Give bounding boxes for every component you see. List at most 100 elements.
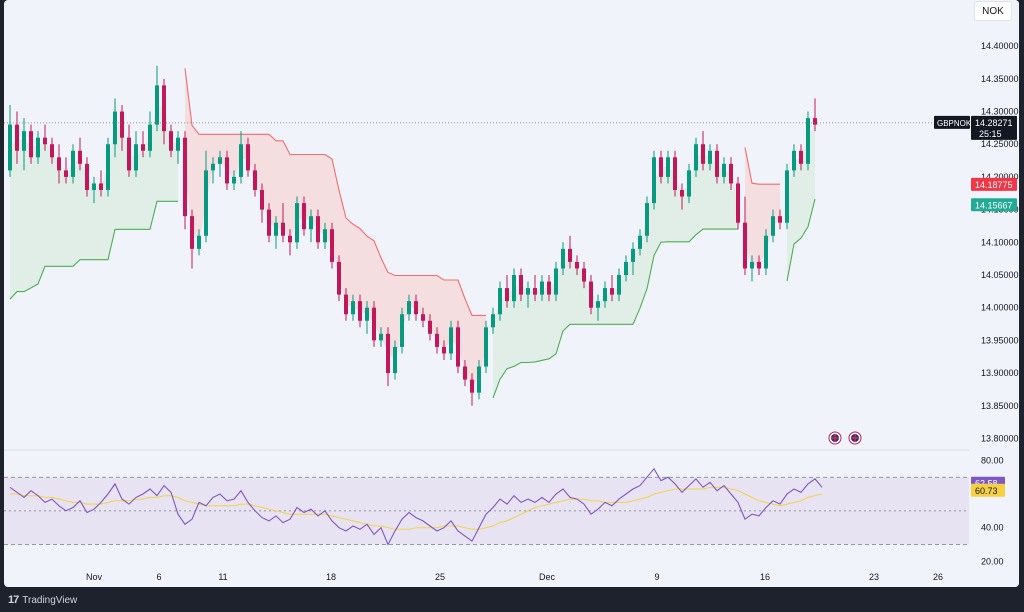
candle[interactable] bbox=[442, 340, 446, 360]
candle[interactable] bbox=[120, 105, 124, 151]
candle[interactable] bbox=[519, 268, 523, 302]
chart-canvas[interactable]: 14.40000 14.35000 14.30000 14.25000 14.20000… bbox=[4, 0, 1019, 587]
candle[interactable] bbox=[155, 65, 159, 132]
candle[interactable] bbox=[197, 229, 201, 256]
candle[interactable] bbox=[554, 261, 558, 302]
candle[interactable] bbox=[351, 294, 355, 321]
candle[interactable] bbox=[624, 255, 628, 282]
candle[interactable] bbox=[407, 294, 411, 321]
candle[interactable] bbox=[617, 268, 621, 302]
candle[interactable] bbox=[435, 327, 439, 354]
candle[interactable] bbox=[449, 320, 453, 360]
candle[interactable] bbox=[806, 111, 810, 171]
candle[interactable] bbox=[141, 131, 145, 158]
candle[interactable] bbox=[127, 124, 131, 177]
candle[interactable] bbox=[36, 131, 40, 164]
candle[interactable] bbox=[792, 144, 796, 177]
candle[interactable] bbox=[414, 294, 418, 321]
candle[interactable] bbox=[106, 137, 110, 197]
candle[interactable] bbox=[498, 281, 502, 321]
candle[interactable] bbox=[603, 281, 607, 308]
candle[interactable] bbox=[477, 360, 481, 400]
candle[interactable] bbox=[540, 275, 544, 302]
candle[interactable] bbox=[568, 235, 572, 269]
candle[interactable] bbox=[652, 150, 656, 210]
candle[interactable] bbox=[813, 98, 817, 132]
candle[interactable] bbox=[232, 170, 236, 190]
candle[interactable] bbox=[631, 242, 635, 275]
candle[interactable] bbox=[785, 163, 789, 230]
candle[interactable] bbox=[561, 242, 565, 275]
candle[interactable] bbox=[85, 157, 89, 197]
candle[interactable] bbox=[22, 118, 26, 171]
candle[interactable] bbox=[673, 150, 677, 197]
candles[interactable] bbox=[8, 65, 817, 406]
rsi-line[interactable] bbox=[9, 467, 823, 546]
candle[interactable] bbox=[701, 131, 705, 171]
candle[interactable] bbox=[253, 163, 257, 197]
candle[interactable] bbox=[309, 209, 313, 243]
candle[interactable] bbox=[582, 261, 586, 289]
candle[interactable] bbox=[50, 137, 54, 164]
candle[interactable] bbox=[505, 275, 509, 308]
candle[interactable] bbox=[666, 150, 670, 184]
tradingview-logo[interactable]: 17 TradingView bbox=[8, 594, 77, 606]
candle[interactable] bbox=[211, 157, 215, 184]
chart-panel[interactable]: 14.40000 14.35000 14.30000 14.25000 14.20000… bbox=[4, 0, 1019, 587]
candle[interactable] bbox=[330, 222, 334, 269]
candle[interactable] bbox=[722, 157, 726, 184]
rsi-ma-line[interactable] bbox=[10, 486, 823, 530]
candle[interactable] bbox=[715, 144, 719, 184]
candle[interactable] bbox=[239, 131, 243, 184]
candle[interactable] bbox=[134, 131, 138, 177]
candle[interactable] bbox=[169, 124, 173, 158]
candle[interactable] bbox=[428, 314, 432, 341]
candle[interactable] bbox=[148, 111, 152, 158]
candle[interactable] bbox=[771, 209, 775, 243]
economic-event-flag-icon[interactable] bbox=[828, 431, 842, 445]
candle[interactable] bbox=[64, 157, 68, 184]
candle[interactable] bbox=[267, 203, 271, 243]
candle[interactable] bbox=[218, 150, 222, 177]
supertrend-up-line[interactable] bbox=[786, 198, 816, 282]
candle[interactable] bbox=[743, 196, 747, 275]
candle[interactable] bbox=[421, 307, 425, 328]
candle[interactable] bbox=[750, 255, 754, 282]
candle[interactable] bbox=[680, 183, 684, 210]
candle[interactable] bbox=[372, 301, 376, 347]
candle[interactable] bbox=[799, 144, 803, 171]
candle[interactable] bbox=[736, 176, 740, 230]
candle[interactable] bbox=[246, 137, 250, 177]
candle[interactable] bbox=[456, 320, 460, 374]
candle[interactable] bbox=[729, 157, 733, 190]
candle[interactable] bbox=[358, 294, 362, 328]
economic-event-flag-icon[interactable] bbox=[848, 431, 862, 445]
candle[interactable] bbox=[778, 209, 782, 230]
candle[interactable] bbox=[708, 144, 712, 171]
candle[interactable] bbox=[589, 275, 593, 315]
candle[interactable] bbox=[764, 229, 768, 275]
candle[interactable] bbox=[400, 307, 404, 354]
candle[interactable] bbox=[687, 163, 691, 204]
candle[interactable] bbox=[92, 176, 96, 204]
candle[interactable] bbox=[596, 294, 600, 321]
currency-button[interactable]: NOK bbox=[974, 1, 1012, 21]
candle[interactable] bbox=[470, 373, 474, 406]
candle[interactable] bbox=[533, 275, 537, 302]
candle[interactable] bbox=[610, 275, 614, 302]
supertrend-down-line[interactable] bbox=[184, 68, 486, 316]
candle[interactable] bbox=[491, 307, 495, 334]
candle[interactable] bbox=[15, 111, 19, 164]
supertrend-down-line[interactable] bbox=[744, 147, 780, 185]
candle[interactable] bbox=[386, 327, 390, 387]
supertrend-up-line[interactable] bbox=[492, 228, 738, 399]
candle[interactable] bbox=[260, 183, 264, 223]
candle[interactable] bbox=[659, 150, 663, 184]
candle[interactable] bbox=[288, 229, 292, 256]
candle[interactable] bbox=[295, 196, 299, 249]
candle[interactable] bbox=[43, 124, 47, 151]
candle[interactable] bbox=[365, 301, 369, 334]
candle[interactable] bbox=[638, 229, 642, 256]
price-axis[interactable] bbox=[969, 0, 1019, 587]
candle[interactable] bbox=[316, 209, 320, 249]
